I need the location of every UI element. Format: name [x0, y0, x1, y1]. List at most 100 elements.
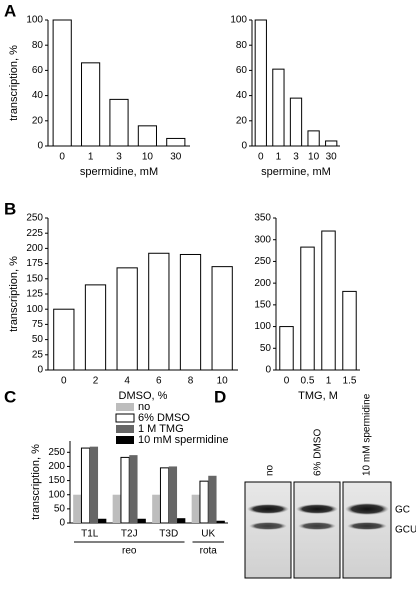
x-tick-label: T1L — [81, 529, 99, 540]
x-axis-label: spermine, mM — [261, 166, 331, 178]
bar — [159, 467, 170, 524]
x-tick-label: 0 — [59, 152, 65, 163]
bar — [116, 267, 138, 371]
legend-label: no — [138, 401, 150, 413]
x-tick-label: 10 — [217, 376, 229, 387]
legend-swatch — [116, 436, 134, 444]
y-tick-label: 60 — [32, 65, 44, 76]
gel-band — [296, 504, 338, 514]
y-tick-label: 100 — [48, 489, 65, 500]
y-tick-label: 225 — [26, 228, 43, 239]
x-tick-label: 3 — [293, 152, 299, 163]
bar — [109, 98, 129, 147]
bar — [211, 266, 233, 371]
bar — [89, 446, 99, 523]
bar — [289, 97, 303, 147]
y-tick-label: 20 — [236, 115, 248, 126]
bar — [168, 466, 178, 523]
x-tick-label: 1 — [276, 152, 282, 163]
y-tick-label: 50 — [32, 334, 44, 345]
y-tick-label: 0 — [59, 518, 65, 529]
x-axis-label: DMSO, % — [119, 390, 168, 402]
x-tick-label: 2 — [93, 376, 99, 387]
x-tick-label: 1 — [326, 376, 332, 387]
band-label: GC — [395, 505, 410, 516]
y-tick-label: 350 — [254, 213, 271, 224]
bar — [166, 137, 186, 147]
legend-label: 1 M TMG — [138, 423, 184, 435]
legend-label: 10 mM spermidine — [138, 434, 228, 446]
bar — [98, 518, 107, 523]
bar — [272, 68, 285, 147]
bar — [191, 494, 200, 523]
bar — [321, 230, 336, 371]
x-tick-label: 0 — [61, 376, 67, 387]
x-tick-label: T2J — [121, 529, 138, 540]
y-tick-label: 100 — [230, 15, 247, 26]
y-tick-label: 100 — [26, 15, 43, 26]
gel-band — [247, 504, 289, 514]
lane-label: 10 mM spermidine — [362, 393, 373, 476]
y-tick-label: 40 — [32, 90, 44, 101]
y-tick-label: 150 — [48, 475, 65, 486]
y-tick-label: 100 — [26, 304, 43, 315]
x-tick-label: 10 — [308, 152, 320, 163]
bar — [120, 456, 130, 524]
y-tick-label: 0 — [37, 365, 43, 376]
bar — [112, 494, 121, 523]
band-label: GCU — [395, 525, 416, 536]
x-tick-label: UK — [201, 529, 215, 540]
bar — [254, 19, 267, 147]
legend-swatch — [115, 413, 135, 423]
panel-label: C — [4, 387, 16, 406]
y-tick-label: 150 — [254, 299, 271, 310]
x-tick-label: 30 — [326, 152, 338, 163]
gel-band — [249, 522, 287, 530]
y-tick-label: 75 — [32, 319, 44, 330]
bar — [279, 326, 294, 371]
x-tick-label: 1 — [88, 152, 94, 163]
bar — [152, 494, 161, 523]
bar — [216, 520, 225, 523]
bar — [81, 62, 101, 147]
legend-label: 6% DMSO — [138, 412, 190, 424]
y-tick-label: 250 — [48, 447, 65, 458]
panel-label: B — [4, 199, 16, 218]
x-tick-label: 6 — [156, 376, 162, 387]
gel: no 6% DMSO 10 mM spermidine GC GCU — [244, 393, 416, 579]
x-tick-label: 0.5 — [301, 376, 315, 387]
y-axis-label: transcription, % — [8, 45, 20, 121]
x-tick-label: 10 — [142, 152, 154, 163]
y-tick-label: 0 — [265, 365, 271, 376]
x-tick-label: 3 — [116, 152, 122, 163]
y-tick-label: 175 — [26, 258, 43, 269]
bar — [137, 125, 157, 147]
y-tick-label: 60 — [236, 65, 248, 76]
y-tick-label: 200 — [48, 461, 65, 472]
y-tick-label: 250 — [26, 213, 43, 224]
gel-band — [298, 522, 336, 530]
y-tick-label: 300 — [254, 234, 271, 245]
bar — [179, 253, 202, 371]
x-tick-label: 1.5 — [343, 376, 357, 387]
y-tick-label: 250 — [254, 256, 271, 267]
y-tick-label: 100 — [254, 321, 271, 332]
panel-label: A — [4, 1, 16, 20]
x-tick-label: T3D — [159, 529, 178, 540]
bar — [199, 480, 209, 524]
lane-label: no — [265, 464, 276, 476]
bar — [307, 130, 320, 147]
x-tick-label: 4 — [124, 376, 130, 387]
y-tick-label: 25 — [32, 349, 44, 360]
y-axis-label: transcription, % — [30, 444, 42, 520]
y-tick-label: 150 — [26, 273, 43, 284]
group-label: rota — [200, 546, 218, 557]
y-tick-label: 80 — [32, 40, 44, 51]
y-tick-label: 40 — [236, 90, 248, 101]
bar — [342, 290, 357, 371]
lane-label: 6% DMSO — [313, 429, 324, 476]
bar — [137, 518, 146, 523]
bar — [80, 447, 91, 524]
bar — [208, 475, 217, 523]
